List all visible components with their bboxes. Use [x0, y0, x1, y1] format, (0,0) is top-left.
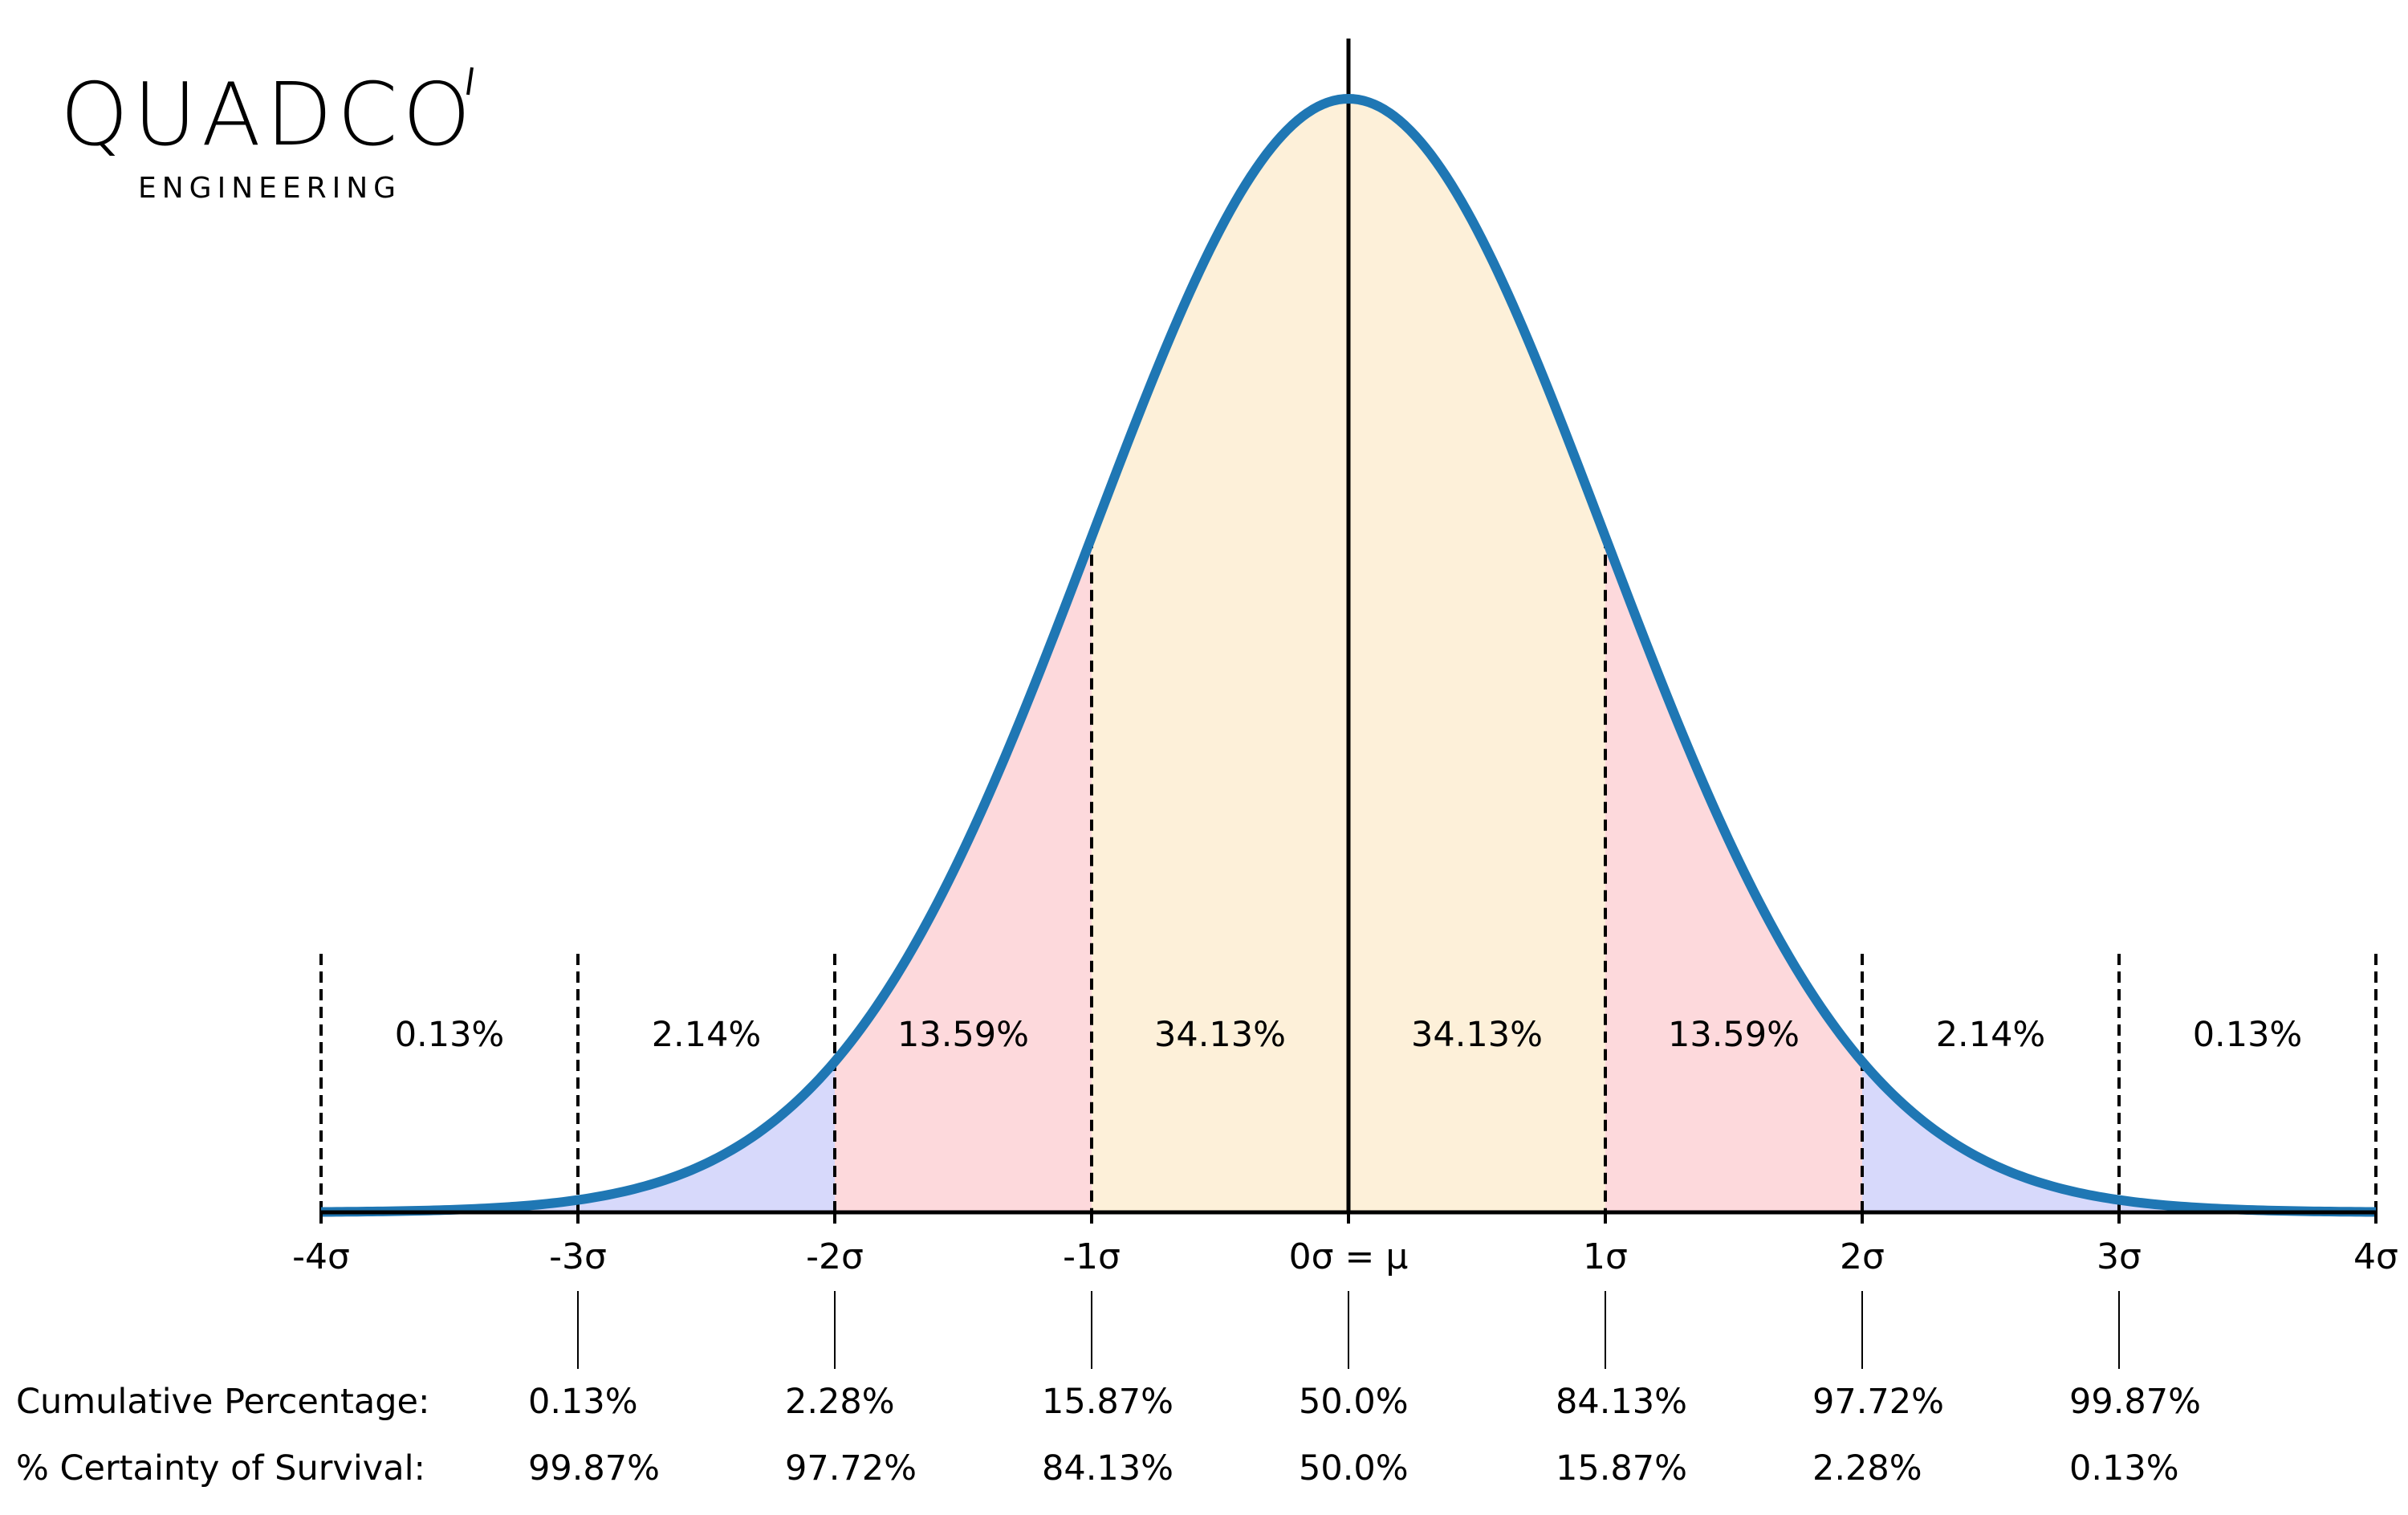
- cumulative-value: 2.28%: [785, 1382, 895, 1422]
- cumulative-value: 15.87%: [1042, 1382, 1173, 1422]
- quadco-logo: QUADCO ENGINEERING: [60, 65, 476, 205]
- x-tick-label: 2σ: [1840, 1236, 1885, 1277]
- x-tick-label: -1σ: [1063, 1236, 1121, 1277]
- survival-value: 97.72%: [785, 1448, 917, 1489]
- logo-tagline: ENGINEERING: [138, 172, 401, 205]
- survival-value: 15.87%: [1556, 1448, 1687, 1489]
- survival-value: 84.13%: [1042, 1448, 1173, 1489]
- region-percent-label: 0.13%: [395, 1015, 505, 1055]
- x-axis: [319, 1210, 2377, 1224]
- region-fill-6: [1862, 1061, 2119, 1212]
- x-tick-label: -2σ: [806, 1236, 864, 1277]
- logo-name: QUADCO: [60, 65, 476, 165]
- region-percent-label: 13.59%: [897, 1015, 1029, 1055]
- cumulative-values: 0.13% 2.28% 15.87% 50.0% 84.13% 97.72% 99.87%: [528, 1382, 2201, 1422]
- sigma-dividers: [319, 39, 2377, 1212]
- normal-curve: [320, 94, 2377, 1217]
- region-fill-1: [578, 1061, 835, 1212]
- logo-mark: [466, 67, 474, 96]
- survival-values: 99.87% 97.72% 84.13% 50.0% 15.87% 2.28% 0.13%: [528, 1448, 2179, 1489]
- cumulative-value: 0.13%: [528, 1382, 638, 1422]
- x-tick-label: 0σ = μ: [1289, 1236, 1409, 1277]
- region-percent-label: 2.14%: [652, 1015, 762, 1055]
- region-percent-label: 2.14%: [1936, 1015, 2046, 1055]
- x-tick-labels: -4σ -3σ -2σ -1σ 0σ = μ 1σ 2σ 3σ 4σ: [292, 1236, 2398, 1277]
- cumulative-row-label: Cumulative Percentage:: [16, 1382, 429, 1422]
- region-percent-label: 0.13%: [2193, 1015, 2303, 1055]
- region-percent-labels: 0.13% 2.14% 13.59% 34.13% 34.13% 13.59% 2.14% 0…: [395, 1015, 2303, 1055]
- cumulative-value: 99.87%: [2069, 1382, 2201, 1422]
- survival-value: 99.87%: [528, 1448, 660, 1489]
- region-percent-label: 34.13%: [1154, 1015, 1286, 1055]
- x-tick-label: 3σ: [2097, 1236, 2142, 1277]
- curve-layer: [320, 94, 2377, 1217]
- cumulative-value: 97.72%: [1812, 1382, 1944, 1422]
- x-tick-label: -3σ: [549, 1236, 607, 1277]
- cumulative-value: 84.13%: [1556, 1382, 1687, 1422]
- survival-row-label: % Certainty of Survival:: [16, 1448, 425, 1489]
- region-percent-label: 13.59%: [1668, 1015, 1800, 1055]
- region-percent-label: 34.13%: [1411, 1015, 1543, 1055]
- cumulative-value: 50.0%: [1299, 1382, 1409, 1422]
- x-tick-label: 4σ: [2353, 1236, 2398, 1277]
- x-tick-label: -4σ: [292, 1236, 350, 1277]
- survival-value: 2.28%: [1812, 1448, 1922, 1489]
- x-tick-label: 1σ: [1583, 1236, 1628, 1277]
- table-connectors: [577, 1291, 2120, 1369]
- survival-value: 50.0%: [1299, 1448, 1409, 1489]
- survival-value: 0.13%: [2069, 1448, 2179, 1489]
